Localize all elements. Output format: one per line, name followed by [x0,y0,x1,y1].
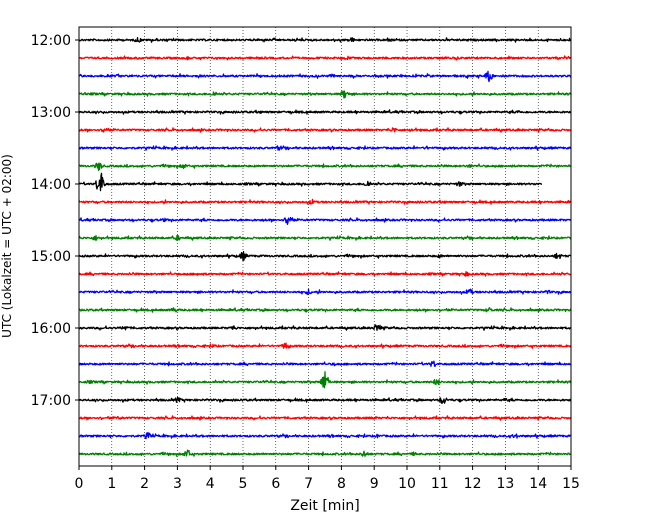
y-tick-label: 12:00 [31,33,71,49]
y-tick-label: 13:00 [31,105,71,121]
x-tick-label: 9 [370,476,379,492]
trace-1645 [78,371,572,389]
trace-1700 [78,396,572,405]
trace-1315 [78,127,572,133]
x-tick-label: 2 [140,476,149,492]
y-axis-label: UTC (Lokalzeit = UTC + 02:00) [0,154,14,338]
trace-1545 [78,307,572,313]
x-tick-label: 7 [304,476,313,492]
trace-1745 [78,449,572,457]
y-tick-label: 17:00 [31,393,71,409]
trace-1730 [78,431,572,440]
trace-1215 [78,55,572,61]
x-tick-label: 13 [496,476,514,492]
x-tick-label: 3 [173,476,182,492]
trace-1300 [78,109,572,115]
x-tick-label: 11 [431,476,449,492]
y-tick-label: 15:00 [31,249,71,265]
trace-1330 [78,145,572,151]
trace-1200 [78,37,572,43]
x-tick-label: 15 [562,476,580,492]
trace-1530 [78,288,572,296]
trace-1345 [78,162,572,171]
trace-1415 [78,198,572,205]
x-tick-label: 1 [107,476,116,492]
x-axis-ticks: 0 1 2 3 4 5 6 7 8 9 10 11 12 13 14 15 [75,466,580,492]
plot-background [79,27,571,466]
x-axis-label: Zeit [min] [290,498,359,514]
trace-1630 [78,360,572,367]
x-tick-label: 5 [239,476,248,492]
trace-1430 [78,216,572,225]
y-axis-ticks: 12:00 13:00 14:00 15:00 16:00 17:00 [31,33,79,409]
trace-1230 [78,70,572,83]
trace-1715 [78,415,572,421]
trace-1615 [78,342,572,349]
y-tick-label: 14:00 [31,177,71,193]
trace-lines [78,37,572,457]
x-tick-label: 14 [529,476,547,492]
plot-frame [78,26,572,467]
x-gridlines [111,27,539,466]
trace-1515 [78,271,572,277]
x-tick-label: 12 [464,476,482,492]
x-tick-label: 4 [206,476,215,492]
trace-1245 [78,90,572,99]
y-tick-label: 16:00 [31,321,71,337]
trace-1400 [78,172,543,192]
trace-1445 [78,234,572,241]
trace-1600 [78,324,572,331]
x-tick-label: 8 [337,476,346,492]
x-tick-label: 0 [75,476,84,492]
x-tick-label: 10 [398,476,416,492]
x-tick-label: 6 [271,476,280,492]
trace-1500 [78,250,572,262]
